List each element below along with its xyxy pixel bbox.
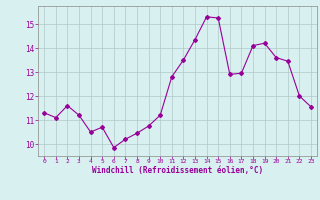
- X-axis label: Windchill (Refroidissement éolien,°C): Windchill (Refroidissement éolien,°C): [92, 166, 263, 175]
